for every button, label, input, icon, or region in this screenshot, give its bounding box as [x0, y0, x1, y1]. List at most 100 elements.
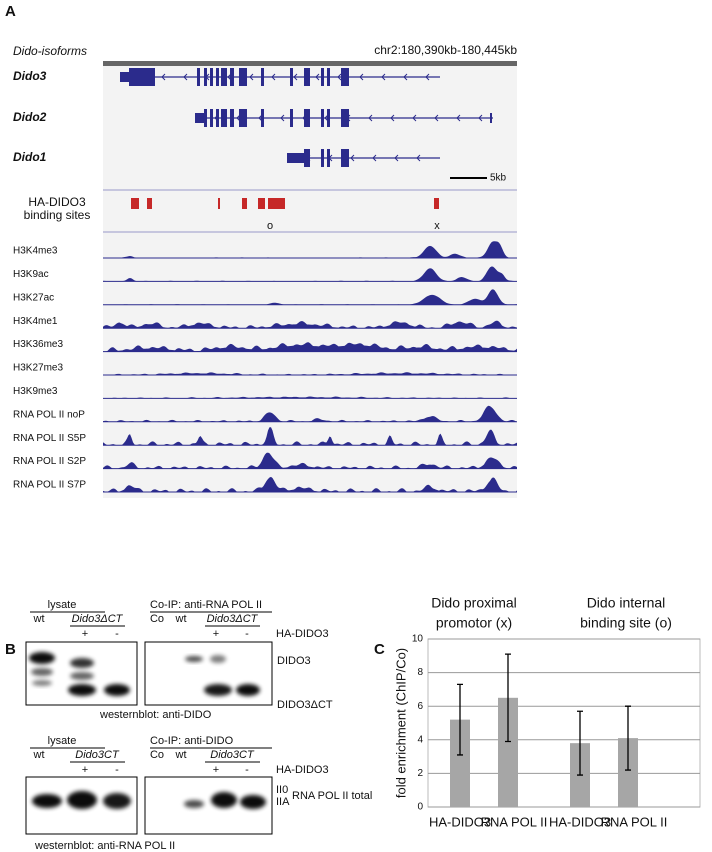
exon: [261, 68, 264, 86]
x-tick-label: HA-DIDO3: [549, 814, 611, 829]
exon: [210, 109, 213, 127]
lane-label: wt: [175, 613, 187, 625]
exon: [197, 68, 200, 86]
sign: +: [213, 764, 219, 776]
x-tick-label: RNA POL II: [601, 814, 668, 829]
strand-arrow: [372, 154, 377, 162]
signal-track: [103, 241, 517, 258]
binding-label: HA-DIDO3: [28, 195, 86, 209]
sign: +: [82, 628, 88, 640]
blot-band: [29, 652, 55, 664]
exon: [304, 149, 310, 167]
exon: [230, 109, 234, 127]
sign: -: [245, 764, 249, 776]
blot-band: [211, 792, 237, 808]
strand-arrow: [183, 73, 188, 81]
lane-label: Dido3CT: [75, 749, 120, 761]
strand-arrow: [161, 73, 166, 81]
binding-site: [131, 198, 139, 209]
binding-label: binding sites: [24, 208, 91, 222]
exon: [341, 109, 349, 127]
strand-arrow: [359, 73, 364, 81]
exon: [261, 109, 264, 127]
binding-site: [268, 198, 285, 209]
band-label: DIDO3: [277, 655, 311, 667]
signal-track: [103, 289, 517, 305]
blot-band: [70, 658, 94, 668]
exon: [129, 68, 155, 86]
track-background: [103, 66, 517, 498]
strand-arrow: [434, 114, 439, 122]
sign: -: [115, 628, 119, 640]
track-label: RNA POL II S7P: [13, 480, 86, 491]
exon: [221, 68, 227, 86]
y-tick-label: 8: [417, 667, 423, 678]
exon: [216, 109, 219, 127]
coip-label: Co-IP: anti-RNA POL II: [150, 599, 262, 611]
isoform-label: Dido3: [13, 69, 47, 83]
binding-site: [242, 198, 247, 209]
blot-band: [70, 672, 94, 680]
exon: [327, 68, 330, 86]
exon: [321, 149, 324, 167]
sign: -: [245, 628, 249, 640]
blot-band: [236, 684, 260, 696]
exon: [290, 68, 293, 86]
track-label: RNA POL II S5P: [13, 433, 86, 444]
blot-band: [240, 795, 266, 809]
band-label: IIA: [276, 796, 290, 808]
isoform-label: Dido2: [13, 110, 47, 124]
lane-label: Co: [150, 613, 164, 625]
exon: [204, 68, 207, 86]
error-bar: [505, 653, 511, 743]
error-bar: [625, 705, 631, 771]
blot-band: [67, 791, 97, 809]
lane-label: Co: [150, 749, 164, 761]
exon: [304, 109, 310, 127]
exon: [304, 68, 310, 86]
lysate-label: lysate: [48, 735, 77, 747]
exon: [321, 68, 324, 86]
group-label: binding site (o): [580, 615, 672, 631]
y-tick-label: 10: [412, 634, 424, 645]
binding-site: [218, 198, 220, 209]
site-mark: x: [434, 220, 440, 232]
strand-arrow: [337, 73, 342, 81]
band-label: II0: [276, 784, 288, 796]
lane-label: Dido3ΔCT: [207, 613, 259, 625]
exon: [490, 113, 492, 123]
treatment-label: HA-DIDO3: [276, 628, 329, 640]
group-label: Dido proximal: [431, 595, 517, 611]
strand-arrow: [381, 73, 386, 81]
y-tick-label: 4: [417, 734, 423, 745]
header-bar: [103, 61, 517, 66]
strand-arrow: [280, 114, 285, 122]
sign: +: [82, 764, 88, 776]
y-tick-label: 0: [417, 802, 423, 813]
exon: [216, 68, 219, 86]
group-label: promotor (x): [436, 615, 512, 631]
blot-band: [68, 684, 96, 696]
panel-letter: B: [5, 641, 16, 658]
exon: [195, 113, 204, 123]
strand-arrow: [368, 114, 373, 122]
y-tick-label: 2: [417, 768, 423, 779]
bar: [450, 719, 470, 807]
sign: +: [213, 628, 219, 640]
binding-site: [258, 198, 265, 209]
blot-band: [210, 655, 226, 663]
blot-band: [184, 800, 204, 808]
lane-label: wt: [175, 749, 187, 761]
blot-band: [185, 656, 203, 662]
strand-arrow: [249, 73, 254, 81]
treatment-label: HA-DIDO3: [276, 764, 329, 776]
x-tick-label: HA-DIDO3: [429, 814, 491, 829]
error-bar: [457, 683, 463, 756]
strand-arrow: [350, 154, 355, 162]
strand-arrow: [293, 73, 298, 81]
exon: [341, 68, 349, 86]
group-label: Dido internal: [587, 595, 666, 611]
x-tick-label: RNA POL II: [481, 814, 548, 829]
exon: [287, 153, 304, 163]
blot-band: [31, 668, 53, 676]
